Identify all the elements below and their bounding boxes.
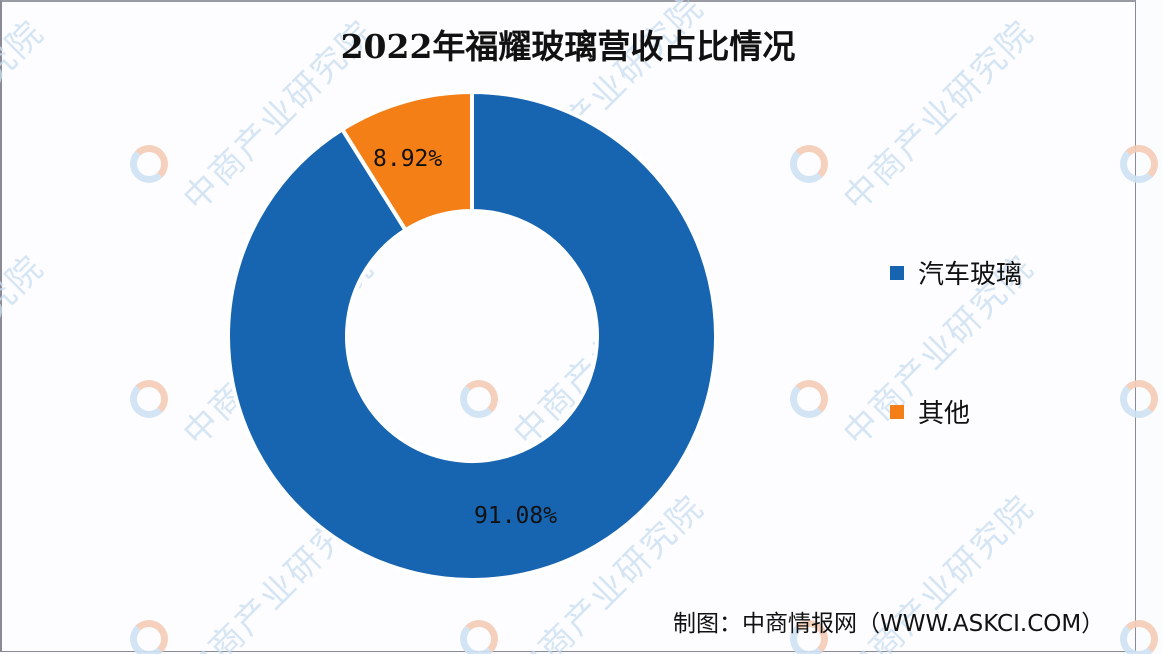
data-label-other: 8.92%	[373, 146, 443, 172]
legend-label: 汽车玻璃	[918, 260, 1023, 290]
donut-slices	[226, 89, 718, 582]
legend-label: 其他	[918, 399, 971, 429]
data-label-auto-glass: 91.08%	[474, 503, 558, 529]
legend-swatch-icon	[890, 265, 904, 280]
slice-auto-glass	[226, 89, 718, 582]
chart-title: 2022年福耀玻璃营收占比情况	[340, 27, 796, 66]
legend-item-auto-glass: 汽车玻璃	[890, 254, 1022, 291]
legend-item-other: 其他	[890, 393, 970, 430]
source-credit: 制图：中商情报网（WWW.ASKCI.COM）	[673, 611, 1105, 637]
legend-swatch-icon	[890, 404, 904, 419]
slice-other	[339, 89, 474, 233]
